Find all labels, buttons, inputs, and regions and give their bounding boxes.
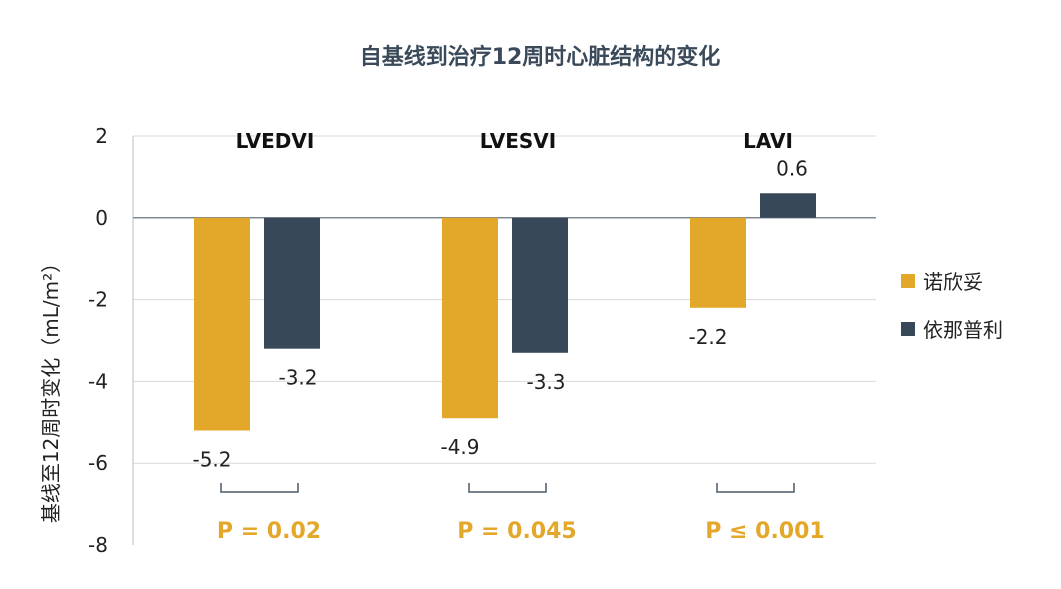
y-tick-label: -6: [88, 451, 108, 475]
data-label: -4.9: [440, 435, 479, 459]
y-tick-label: -8: [88, 533, 108, 557]
data-label: -2.2: [688, 325, 727, 349]
y-tick-label: 0: [95, 206, 108, 230]
bar-lvesvi-series-1: [442, 217, 498, 419]
data-label: -3.3: [526, 370, 565, 394]
bar-lavi-series-1: [690, 217, 746, 308]
bar-lvedvi-series-1: [194, 217, 250, 431]
y-axis-label: 基线至12周时变化（mL/m²）: [39, 253, 63, 523]
bar-lavi-series-2: [760, 193, 816, 218]
y-tick-label: 2: [95, 124, 108, 148]
bars: [194, 193, 816, 431]
significance-bracket: [716, 483, 795, 493]
bar-lvedvi-series-2: [264, 217, 320, 349]
bar-lvesvi-series-2: [512, 217, 568, 353]
data-label: -3.2: [278, 366, 317, 390]
gridlines: [133, 135, 876, 464]
legend-label: 依那普利: [923, 318, 1003, 342]
category-labels: LVEDVI LVESVI LAVI: [236, 129, 793, 153]
y-tick-label: -4: [88, 369, 108, 393]
p-value-label: P ≤ 0.001: [705, 519, 824, 544]
p-value-label: P = 0.02: [217, 519, 321, 544]
data-labels: -5.2 -3.2 -4.9 -3.3 -2.2 0.6: [192, 156, 807, 471]
category-label: LVESVI: [480, 129, 556, 153]
y-tick-label: -2: [88, 288, 108, 312]
legend-swatch: [901, 274, 915, 288]
category-label: LVEDVI: [236, 129, 315, 153]
significance-bracket: [468, 483, 547, 493]
p-value-label: P = 0.045: [457, 519, 576, 544]
legend-swatch: [901, 322, 915, 336]
data-label: -5.2: [192, 447, 231, 471]
y-axis: 2 0 -2 -4 -6 -8: [88, 124, 876, 557]
category-label: LAVI: [743, 129, 793, 153]
data-label: 0.6: [776, 156, 808, 180]
chart-title: 自基线到治疗12周时心脏结构的变化: [360, 44, 721, 70]
significance-bracket: [220, 483, 299, 493]
significance-brackets: P = 0.02 P = 0.045 P ≤ 0.001: [217, 483, 825, 544]
legend-label: 诺欣妥: [923, 270, 983, 294]
